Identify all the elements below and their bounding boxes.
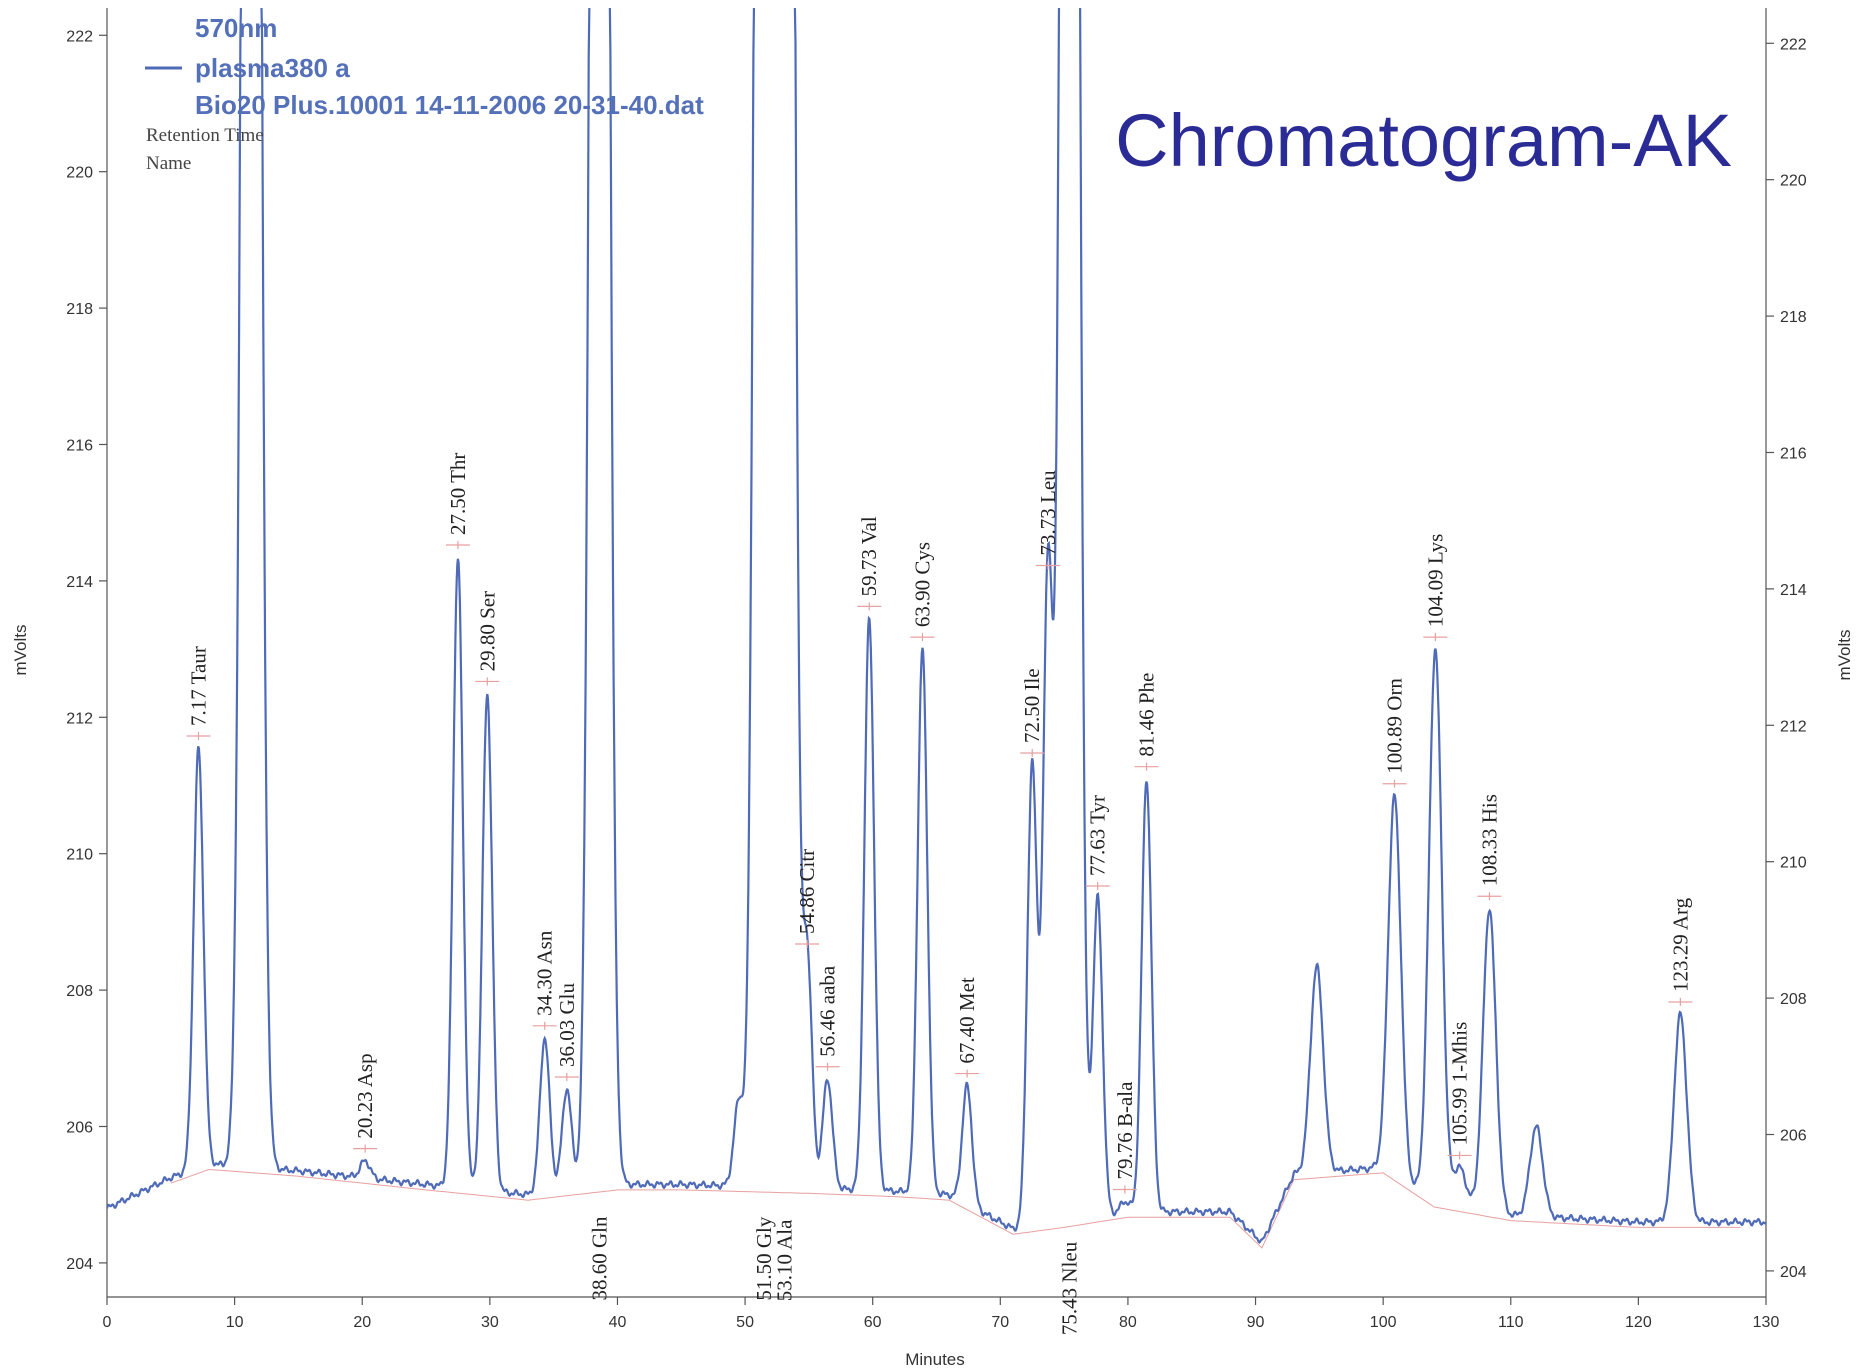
x-tick-label: 60 [864,1314,882,1331]
legend-data-file: Bio20 Plus.10001 14-11-2006 20-31-40.dat [195,90,704,120]
peak-label: 81.46 Phe [1135,673,1159,757]
chart-legend: 570nm plasma380 a Bio20 Plus.10001 14-11… [145,13,704,174]
plot-frame [106,8,1767,1298]
integration-baseline [170,1168,1741,1249]
x-tick-label: 70 [991,1314,1009,1331]
peak-label: 123.29 Arg [1668,897,1692,992]
y-tick-label: 206 [66,1119,93,1136]
y-tick-label: 216 [66,437,93,454]
y-right-tick-label: 216 [1780,445,1807,462]
x-tick-label: 40 [609,1314,627,1331]
y-axis-label-right: mVolts [1835,629,1854,680]
x-axis-label: Minutes [905,1350,965,1369]
y-right-tick-label: 214 [1780,582,1807,599]
y-right-tick-label: 204 [1780,1264,1807,1281]
peak-labels: 7.17 Taur 20.23 Asp 27.50 Thr 29.80 Ser 34.3… [187,453,1693,1336]
peak-label: 38.60 Gln [588,1216,612,1301]
y-tick-label: 210 [66,847,93,864]
y-right-tick-label: 218 [1780,309,1807,326]
peak-label: 7.17 Taur [187,646,211,726]
y-axis-ticks-left: 204 206 208 210 212 214 216 218 220 222 [66,28,107,1273]
peak-label: 59.73 Val [857,516,881,596]
x-tick-label: 100 [1370,1314,1397,1331]
x-tick-label: 30 [481,1314,499,1331]
peak-label: 63.90 Cys [910,542,934,627]
peak-label: 72.50 Ile [1020,668,1044,743]
x-tick-label: 90 [1247,1314,1265,1331]
peak-label: 77.63 Tyr [1086,795,1110,876]
peak-label: 56.46 aaba [816,965,840,1057]
y-right-tick-label: 220 [1780,173,1807,190]
x-axis-ticks: 0 10 20 30 40 50 60 70 80 90 100 110 120 130 [103,1297,1780,1331]
x-tick-label: 110 [1498,1314,1524,1331]
y-axis-label-left: mVolts [11,624,30,675]
peak-label: 51.50 Gly [752,1216,776,1301]
peak-label: 20.23 Asp [353,1053,377,1138]
peak-label: 54.86 Citr [795,849,819,934]
y-tick-label: 208 [66,983,93,1000]
y-right-tick-label: 206 [1780,1127,1807,1144]
y-tick-label: 204 [66,1256,93,1273]
x-tick-label: 20 [353,1314,371,1331]
peak-label: 79.76 B-ala [1113,1081,1137,1180]
y-tick-label: 218 [66,301,93,318]
legend-name: Name [146,153,191,174]
y-tick-label: 212 [66,710,93,727]
peak-label: 67.40 Met [955,977,979,1063]
peak-label: 29.80 Ser [475,591,499,672]
peak-label: 108.33 His [1477,794,1501,886]
x-tick-label: 50 [736,1314,754,1331]
peak-label: 100.89 Orn [1383,678,1407,774]
x-tick-label: 0 [103,1314,112,1331]
peak-label: 34.30 Asn [533,930,557,1016]
chart-title: Chromatogram-AK [1115,99,1732,182]
y-right-tick-label: 208 [1780,991,1807,1008]
peak-label: 75.43 Nleu [1058,1241,1082,1335]
y-tick-label: 220 [66,165,93,182]
peak-label: 27.50 Thr [446,453,470,535]
signal-trace [107,8,1766,1244]
peak-label: 53.10 Ala [773,1219,797,1301]
peak-label: 73.73 Leu [1036,470,1060,556]
y-right-tick-label: 210 [1780,855,1807,872]
peak-label: 104.09 Lys [1423,534,1447,627]
x-tick-label: 120 [1625,1314,1652,1331]
x-tick-label: 130 [1753,1314,1780,1331]
peak-markers [186,541,1693,1194]
peak-label: 36.03 Glu [555,982,579,1067]
signal-polyline [107,8,1766,1244]
legend-retention-time: Retention Time [146,125,264,146]
peak-label: 105.99 1-Mhis [1448,1022,1472,1146]
y-tick-label: 222 [66,28,93,45]
y-right-tick-label: 212 [1780,718,1807,735]
y-tick-label: 214 [66,574,93,591]
y-axis-ticks-right: 204 206 208 210 212 214 216 218 220 222 [1766,36,1807,1281]
y-right-tick-label: 222 [1780,36,1807,53]
legend-series-name: plasma380 a [195,53,350,83]
x-tick-label: 80 [1119,1314,1137,1331]
x-tick-label: 10 [226,1314,244,1331]
legend-wavelength: 570nm [195,13,277,43]
baseline-line [170,1168,1741,1249]
